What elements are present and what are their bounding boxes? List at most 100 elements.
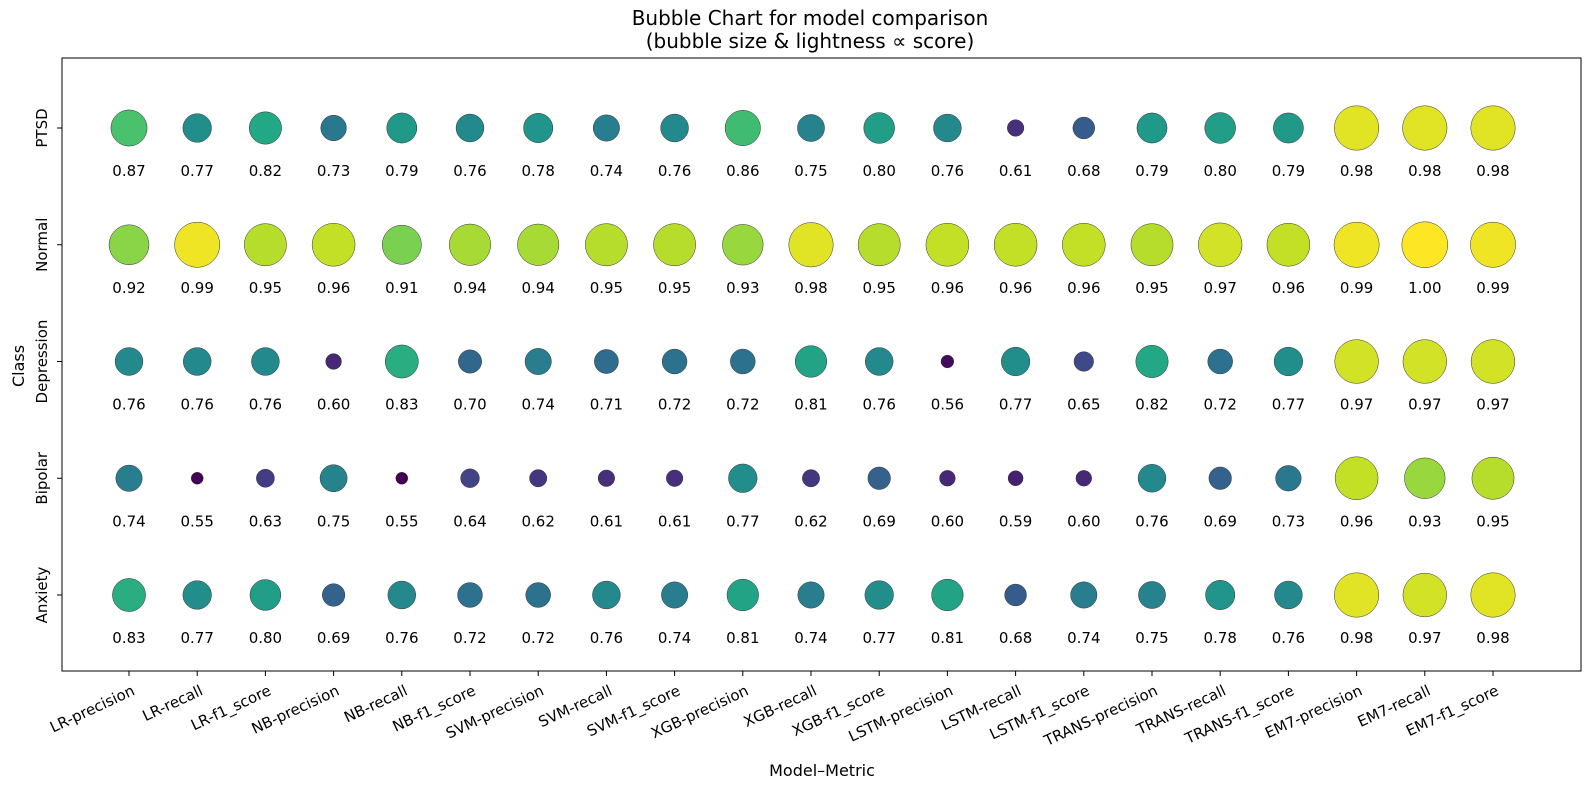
bubble-value-label: 0.73 (1272, 512, 1305, 530)
bubble (661, 348, 688, 375)
bubble-value-label: 0.60 (931, 512, 964, 530)
bubble (794, 345, 828, 378)
bubble-value-label: 0.79 (1272, 162, 1305, 180)
bubble (457, 582, 483, 608)
bubble (1075, 470, 1092, 487)
bubble-value-label: 0.94 (453, 279, 486, 297)
bubble-value-label: 0.99 (1476, 279, 1509, 297)
bubble-value-label: 0.62 (794, 512, 827, 530)
bubble-value-label: 0.93 (726, 279, 759, 297)
bubble-value-label: 0.75 (794, 162, 827, 180)
bubble (592, 580, 621, 610)
bubble (322, 583, 346, 607)
chart-subtitle: (bubble size & lightness ∝ score) (646, 29, 975, 53)
bubble-value-label: 0.96 (317, 279, 350, 297)
bubble (256, 468, 275, 488)
bubble (939, 470, 956, 487)
value-label-layer: 0.83 0.77 0.80 0.69 0.76 0.72 0.72 0.76 0.74 0.81… (112, 162, 1509, 647)
y-tick-label: Depression (33, 320, 51, 404)
bubble-value-label: 0.82 (249, 162, 282, 180)
bubble (1471, 456, 1515, 500)
bubble-value-label: 0.77 (862, 629, 895, 647)
bubble (1333, 221, 1380, 268)
bubble-value-label: 0.76 (453, 162, 486, 180)
bubble-value-label: 0.74 (112, 512, 145, 530)
bubble (1266, 223, 1311, 267)
bubble (864, 580, 894, 610)
bubble-value-label: 0.81 (726, 629, 759, 647)
bubble-value-label: 0.69 (317, 629, 350, 647)
bubble (592, 114, 620, 142)
bubble (449, 223, 491, 266)
bubble-value-label: 0.72 (521, 629, 554, 647)
bubble-value-label: 0.96 (931, 279, 964, 297)
bubble (114, 347, 144, 376)
y-tick-label: Bipolar (33, 451, 51, 505)
bubble-value-label: 0.77 (180, 629, 213, 647)
bubble (115, 464, 143, 492)
bubble-value-label: 0.65 (1067, 396, 1100, 414)
bubble (1007, 470, 1024, 487)
bubble-value-label: 1.00 (1408, 279, 1441, 297)
bubble-value-label: 0.76 (385, 629, 418, 647)
bubble (1062, 223, 1106, 267)
bubble-value-label: 0.55 (385, 512, 418, 530)
bubble-value-label: 0.72 (1203, 396, 1236, 414)
bubble (726, 578, 759, 612)
bubble (863, 112, 895, 144)
bubble-value-label: 0.94 (521, 279, 554, 297)
bubble (248, 111, 282, 145)
bubble-value-label: 0.98 (794, 279, 827, 297)
bubble-value-label: 0.69 (862, 512, 895, 530)
bubble (1070, 581, 1098, 609)
bubble (666, 469, 684, 487)
bubble (724, 110, 761, 146)
bubble (1470, 339, 1516, 384)
bubble-value-label: 0.68 (999, 629, 1032, 647)
bubble-value-label: 0.76 (590, 629, 623, 647)
bubble-value-label: 0.76 (180, 396, 213, 414)
bubble-value-label: 0.76 (112, 396, 145, 414)
bubble (1470, 105, 1516, 151)
bubble (597, 469, 615, 487)
bubble (1073, 351, 1094, 372)
bubble (1198, 222, 1243, 267)
bubble (993, 223, 1038, 267)
bubble-value-label: 0.97 (1203, 279, 1236, 297)
bubble (1274, 580, 1303, 610)
bubble (1470, 221, 1516, 268)
chart-title: Bubble Chart for model comparison (632, 6, 989, 30)
bubble-value-label: 0.77 (180, 162, 213, 180)
bubble-value-label: 0.74 (658, 629, 691, 647)
bubble (251, 347, 280, 376)
bubble-value-label: 0.97 (1476, 396, 1509, 414)
bubble (311, 223, 356, 267)
bubble (249, 579, 282, 611)
bubble (523, 113, 554, 143)
bubble-value-label: 0.99 (180, 279, 213, 297)
bubble-value-label: 0.74 (1067, 629, 1100, 647)
bubble-value-label: 0.78 (1203, 629, 1236, 647)
bubble-value-label: 0.99 (1340, 279, 1373, 297)
bubble (1004, 583, 1027, 607)
y-tick-label: Anxiety (33, 566, 51, 623)
bubble (182, 580, 212, 610)
bubble (1204, 112, 1236, 144)
bubble-value-label: 0.75 (1135, 629, 1168, 647)
bubble-value-label: 0.74 (794, 629, 827, 647)
bubble-value-label: 0.70 (453, 396, 486, 414)
bubble-value-label: 0.87 (112, 162, 145, 180)
bubble-value-label: 0.76 (658, 162, 691, 180)
bubble-value-label: 0.60 (317, 396, 350, 414)
bubble-value-label: 0.98 (1476, 162, 1509, 180)
bubble (585, 223, 628, 267)
bubble (1135, 345, 1169, 378)
bubble-value-label: 0.98 (1340, 162, 1373, 180)
bubble-value-label: 0.95 (1476, 512, 1509, 530)
bubble-value-label: 0.72 (453, 629, 486, 647)
bubble-value-label: 0.60 (1067, 512, 1100, 530)
bubble (1470, 572, 1516, 618)
bubble-value-label: 0.92 (112, 279, 145, 297)
bubble (174, 221, 221, 268)
